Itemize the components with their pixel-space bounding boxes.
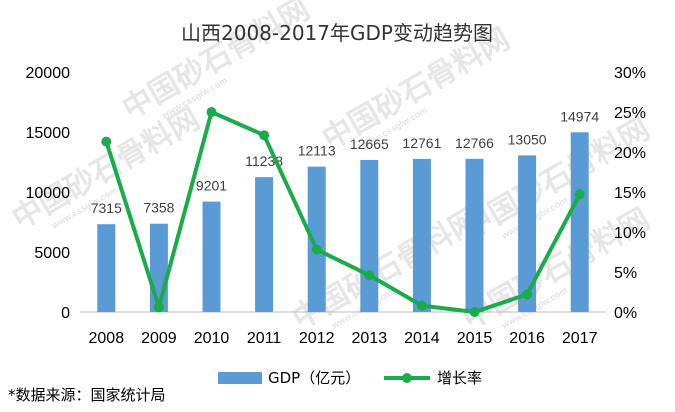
bar-label-2009: 7358	[143, 200, 174, 216]
legend-marker-growth	[402, 373, 412, 383]
bar-2017	[570, 132, 589, 312]
left-tick-label: 15000	[26, 125, 71, 142]
bar-label-2010: 9201	[196, 178, 227, 194]
x-tick-label: 2010	[194, 330, 230, 347]
growth-point-2015	[469, 307, 480, 317]
x-tick-label: 2009	[141, 330, 177, 347]
bar-label-2017: 14974	[560, 108, 599, 124]
bar-label-2008: 7315	[91, 200, 122, 216]
right-tick-label: 20%	[614, 145, 646, 162]
bar-2012	[307, 166, 326, 312]
bar-2015	[465, 158, 484, 312]
x-tick-label: 2012	[299, 330, 335, 347]
x-tick-label: 2011	[247, 330, 282, 347]
growth-point-2017	[574, 189, 585, 200]
growth-point-2009	[153, 302, 164, 313]
right-tick-label: 25%	[614, 105, 646, 122]
bar-label-2012: 12113	[298, 143, 336, 159]
watermark-text: 中国砂石骨料网	[7, 102, 206, 237]
x-axis: 2008 2009 2010 2011 2012 2013 2014 2015 2016 2017	[80, 311, 606, 347]
right-tick-label: 15%	[614, 185, 646, 202]
growth-point-2013	[364, 270, 375, 281]
right-tick-label: 5%	[614, 265, 637, 282]
x-tick-label: 2015	[457, 330, 493, 347]
bar-label-2013: 12665	[350, 136, 389, 152]
x-tick-label: 2016	[509, 330, 545, 347]
x-tick-label: 2008	[89, 330, 125, 347]
bar-label-2016: 13050	[508, 131, 547, 147]
bar-2013	[360, 160, 379, 312]
legend: GDP（亿元） 增长率	[218, 369, 482, 387]
growth-rate-line	[104, 110, 582, 314]
right-y-axis: 0% 5% 10% 15% 20% 25% 30%	[614, 65, 646, 322]
x-tick-label: 2017	[562, 330, 598, 347]
bar-2011	[255, 177, 274, 312]
bar-2008	[97, 224, 116, 312]
right-tick-label: 30%	[614, 65, 646, 82]
growth-point-2012	[311, 244, 322, 255]
right-tick-label: 0%	[614, 305, 637, 322]
left-tick-label: 10000	[26, 185, 71, 202]
x-tick-label: 2014	[404, 330, 440, 347]
bar-2014	[412, 158, 431, 312]
bar-2016	[518, 155, 537, 312]
legend-label-growth: 增长率	[437, 369, 482, 387]
chart-title: 山西2008-2017年GDP变动趋势图	[181, 21, 493, 45]
left-tick-label: 20000	[26, 65, 71, 82]
x-tick-label: 2013	[352, 330, 388, 347]
left-tick-label: 0	[61, 305, 70, 322]
bar-series	[97, 132, 589, 312]
growth-point-2011	[259, 130, 270, 141]
growth-point-2008	[101, 136, 112, 147]
growth-point-2010	[206, 107, 217, 117]
bar-2010	[202, 201, 221, 312]
footnote: *数据来源：国家统计局	[8, 386, 166, 404]
watermark-text: 中国砂石骨料网	[117, 0, 316, 127]
growth-point-2016	[522, 289, 533, 300]
right-tick-label: 10%	[614, 225, 646, 242]
growth-point-2014	[416, 300, 427, 311]
legend-swatch-gdp	[218, 372, 262, 384]
left-y-axis: 0 5000 10000 15000 20000	[26, 65, 71, 322]
line-series	[101, 107, 585, 317]
legend-label-gdp: GDP（亿元）	[268, 369, 360, 387]
bar-label-2014: 12761	[402, 135, 441, 151]
bar-label-2015: 12766	[455, 135, 494, 151]
left-tick-label: 5000	[34, 245, 70, 262]
bar-2009	[149, 223, 168, 312]
